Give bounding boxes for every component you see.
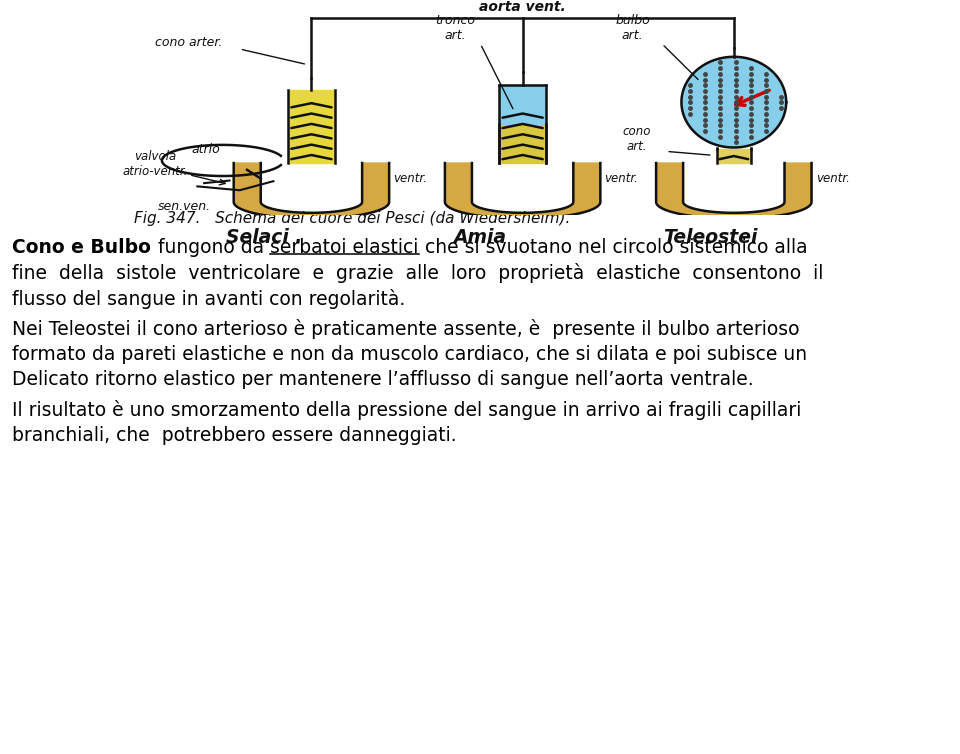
Text: ventr.: ventr.	[816, 173, 850, 185]
Text: branchiali, che  potrebbero essere danneggiati.: branchiali, che potrebbero essere danneg…	[12, 426, 456, 445]
Text: tronco
art.: tronco art.	[435, 14, 475, 41]
Text: cono arter.: cono arter.	[156, 36, 223, 50]
Text: che si svuotano nel circolo sistemico alla: che si svuotano nel circolo sistemico al…	[419, 238, 807, 256]
Text: fine  della  sistole  ventricolare  e  grazie  alle  loro  proprietà  elastiche : fine della sistole ventricolare e grazie…	[12, 263, 823, 284]
Text: ventr.: ventr.	[605, 173, 638, 185]
Text: Amia: Amia	[453, 228, 507, 247]
Polygon shape	[444, 163, 600, 219]
Text: atrio: atrio	[191, 143, 220, 155]
Text: valvola
atrio-ventr.: valvola atrio-ventr.	[123, 150, 188, 178]
Text: flusso del sangue in avanti con regolarità.: flusso del sangue in avanti con regolari…	[12, 289, 405, 309]
Text: Selaci .: Selaci .	[226, 228, 302, 247]
Text: Delicato ritorno elastico per mantenere l’afflusso di sangue nell’aorta ventrale: Delicato ritorno elastico per mantenere …	[12, 370, 754, 389]
Text: ventr.: ventr.	[394, 173, 427, 185]
Polygon shape	[682, 57, 786, 148]
Text: aorta vent.: aorta vent.	[479, 1, 566, 14]
Polygon shape	[656, 163, 811, 219]
Polygon shape	[233, 163, 389, 219]
Text: Il risultato è uno smorzamento della pressione del sangue in arrivo ai fragili c: Il risultato è uno smorzamento della pre…	[12, 400, 801, 421]
Text: formato da pareti elastiche e non da muscolo cardiaco, che si dilata e poi subis: formato da pareti elastiche e non da mus…	[12, 345, 806, 363]
Text: Teleostei: Teleostei	[663, 228, 757, 247]
Text: Nei Teleostei il cono arterioso è praticamente assente, è  presente il bulbo art: Nei Teleostei il cono arterioso è pratic…	[12, 319, 799, 339]
Text: sen.ven.: sen.ven.	[158, 200, 211, 213]
Text: bulbo
art.: bulbo art.	[615, 14, 650, 41]
Text: Fig. 347.   Schema del cuore dei Pesci (da Wiedersheim).: Fig. 347. Schema del cuore dei Pesci (da…	[134, 211, 571, 226]
Text: fungono da: fungono da	[153, 238, 271, 256]
Text: Cono e Bulbo: Cono e Bulbo	[12, 238, 151, 256]
Text: cono
art.: cono art.	[622, 125, 651, 153]
Text: serbatoi elastici: serbatoi elastici	[271, 238, 419, 256]
